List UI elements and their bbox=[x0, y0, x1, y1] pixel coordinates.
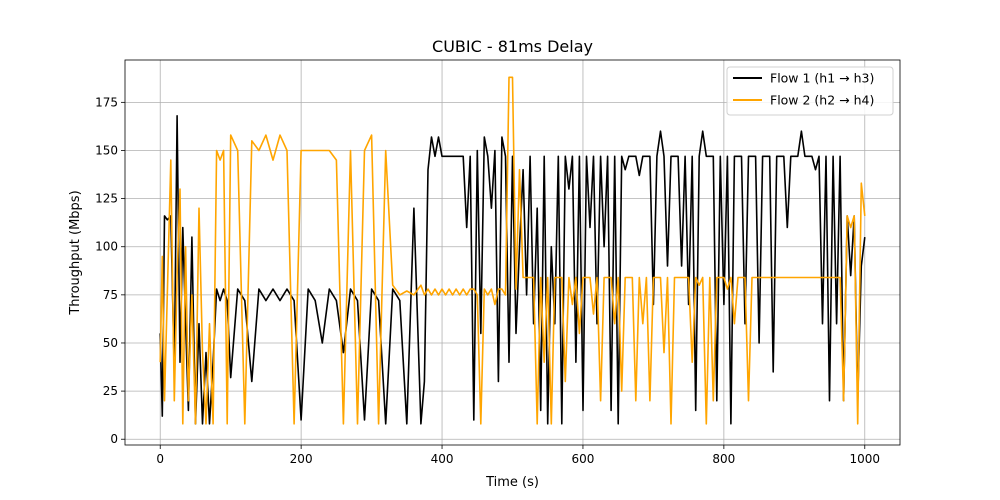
y-axis-label: Throughput (Mbps) bbox=[68, 190, 83, 315]
series-line-flow-1 bbox=[159, 115, 866, 425]
y-tick-label: 150 bbox=[95, 143, 118, 157]
x-axis-label: Time (s) bbox=[485, 475, 539, 490]
y-tick-label: 175 bbox=[95, 95, 118, 109]
x-tick-label: 600 bbox=[572, 452, 595, 466]
y-tick-label: 100 bbox=[95, 240, 118, 254]
series-layer bbox=[159, 76, 866, 425]
legend-box bbox=[726, 66, 894, 116]
x-tick-label: 0 bbox=[156, 452, 164, 466]
legend-label-flow-1: Flow 1 (h1 → h3) bbox=[770, 71, 874, 86]
legend-label-flow-2: Flow 2 (h2 → h4) bbox=[770, 93, 874, 108]
y-tick-label: 0 bbox=[110, 432, 118, 446]
chart-title: CUBIC - 81ms Delay bbox=[432, 37, 593, 56]
y-tick-label: 75 bbox=[103, 288, 118, 302]
y-tick-label: 125 bbox=[95, 192, 118, 206]
x-tick-label: 400 bbox=[431, 452, 454, 466]
y-tick-label: 50 bbox=[103, 336, 118, 350]
series-line-flow-2 bbox=[159, 76, 866, 425]
x-tick-label: 1000 bbox=[849, 452, 880, 466]
legend: Flow 1 (h1 → h3) Flow 2 (h2 → h4) bbox=[726, 66, 894, 116]
x-tick-label: 200 bbox=[290, 452, 313, 466]
y-tick-label: 25 bbox=[103, 384, 118, 398]
plot-frame bbox=[124, 59, 901, 446]
axis-ticks: 0 200 400 600 800 1000 0 25 50 75 100 125 150 175 bbox=[95, 95, 880, 466]
x-tick-label: 800 bbox=[712, 452, 735, 466]
